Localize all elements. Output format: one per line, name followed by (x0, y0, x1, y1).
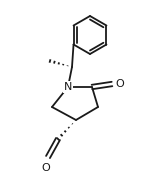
Text: O: O (42, 163, 50, 173)
Text: O: O (115, 79, 124, 89)
Text: N: N (64, 82, 72, 92)
